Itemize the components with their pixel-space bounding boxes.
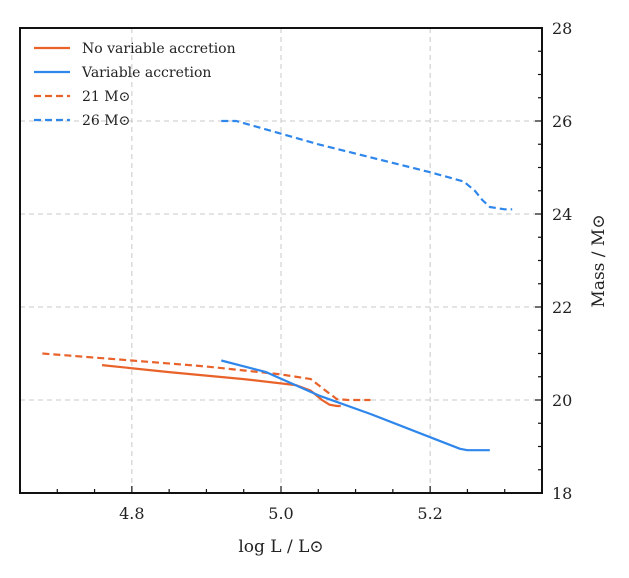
series-line-2	[42, 352, 371, 402]
y-tick-label: 24	[552, 205, 572, 224]
legend-label: 21 M⊙	[82, 89, 130, 105]
series-line-3	[221, 359, 490, 452]
series-layer	[42, 119, 513, 452]
y-tick-label: 28	[552, 19, 572, 38]
y-axis-label: Mass / M⊙	[589, 214, 609, 307]
legend-label: No variable accretion	[82, 41, 236, 57]
y-tick-label: 18	[552, 484, 572, 503]
series-line-4	[221, 119, 513, 211]
legend-label: 26 M⊙	[82, 113, 130, 129]
legend-label: Variable accretion	[81, 65, 211, 81]
plot-frame	[19, 27, 543, 494]
x-axis-label: log L / L⊙	[238, 537, 323, 557]
legend: No variable accretion Variable accretion 2…	[34, 41, 236, 129]
x-tick-label: 5.0	[268, 504, 293, 523]
tick-layer: 4.8 5.0 5.2 18 20 22 24 26 28	[56, 19, 572, 523]
series-line-1	[101, 364, 341, 408]
y-tick-label: 22	[552, 298, 572, 317]
grid-layer	[20, 28, 542, 493]
x-tick-label: 5.2	[417, 504, 442, 523]
y-tick-label: 26	[552, 112, 572, 131]
y-tick-label: 20	[552, 391, 572, 410]
x-tick-label: 4.8	[119, 504, 144, 523]
